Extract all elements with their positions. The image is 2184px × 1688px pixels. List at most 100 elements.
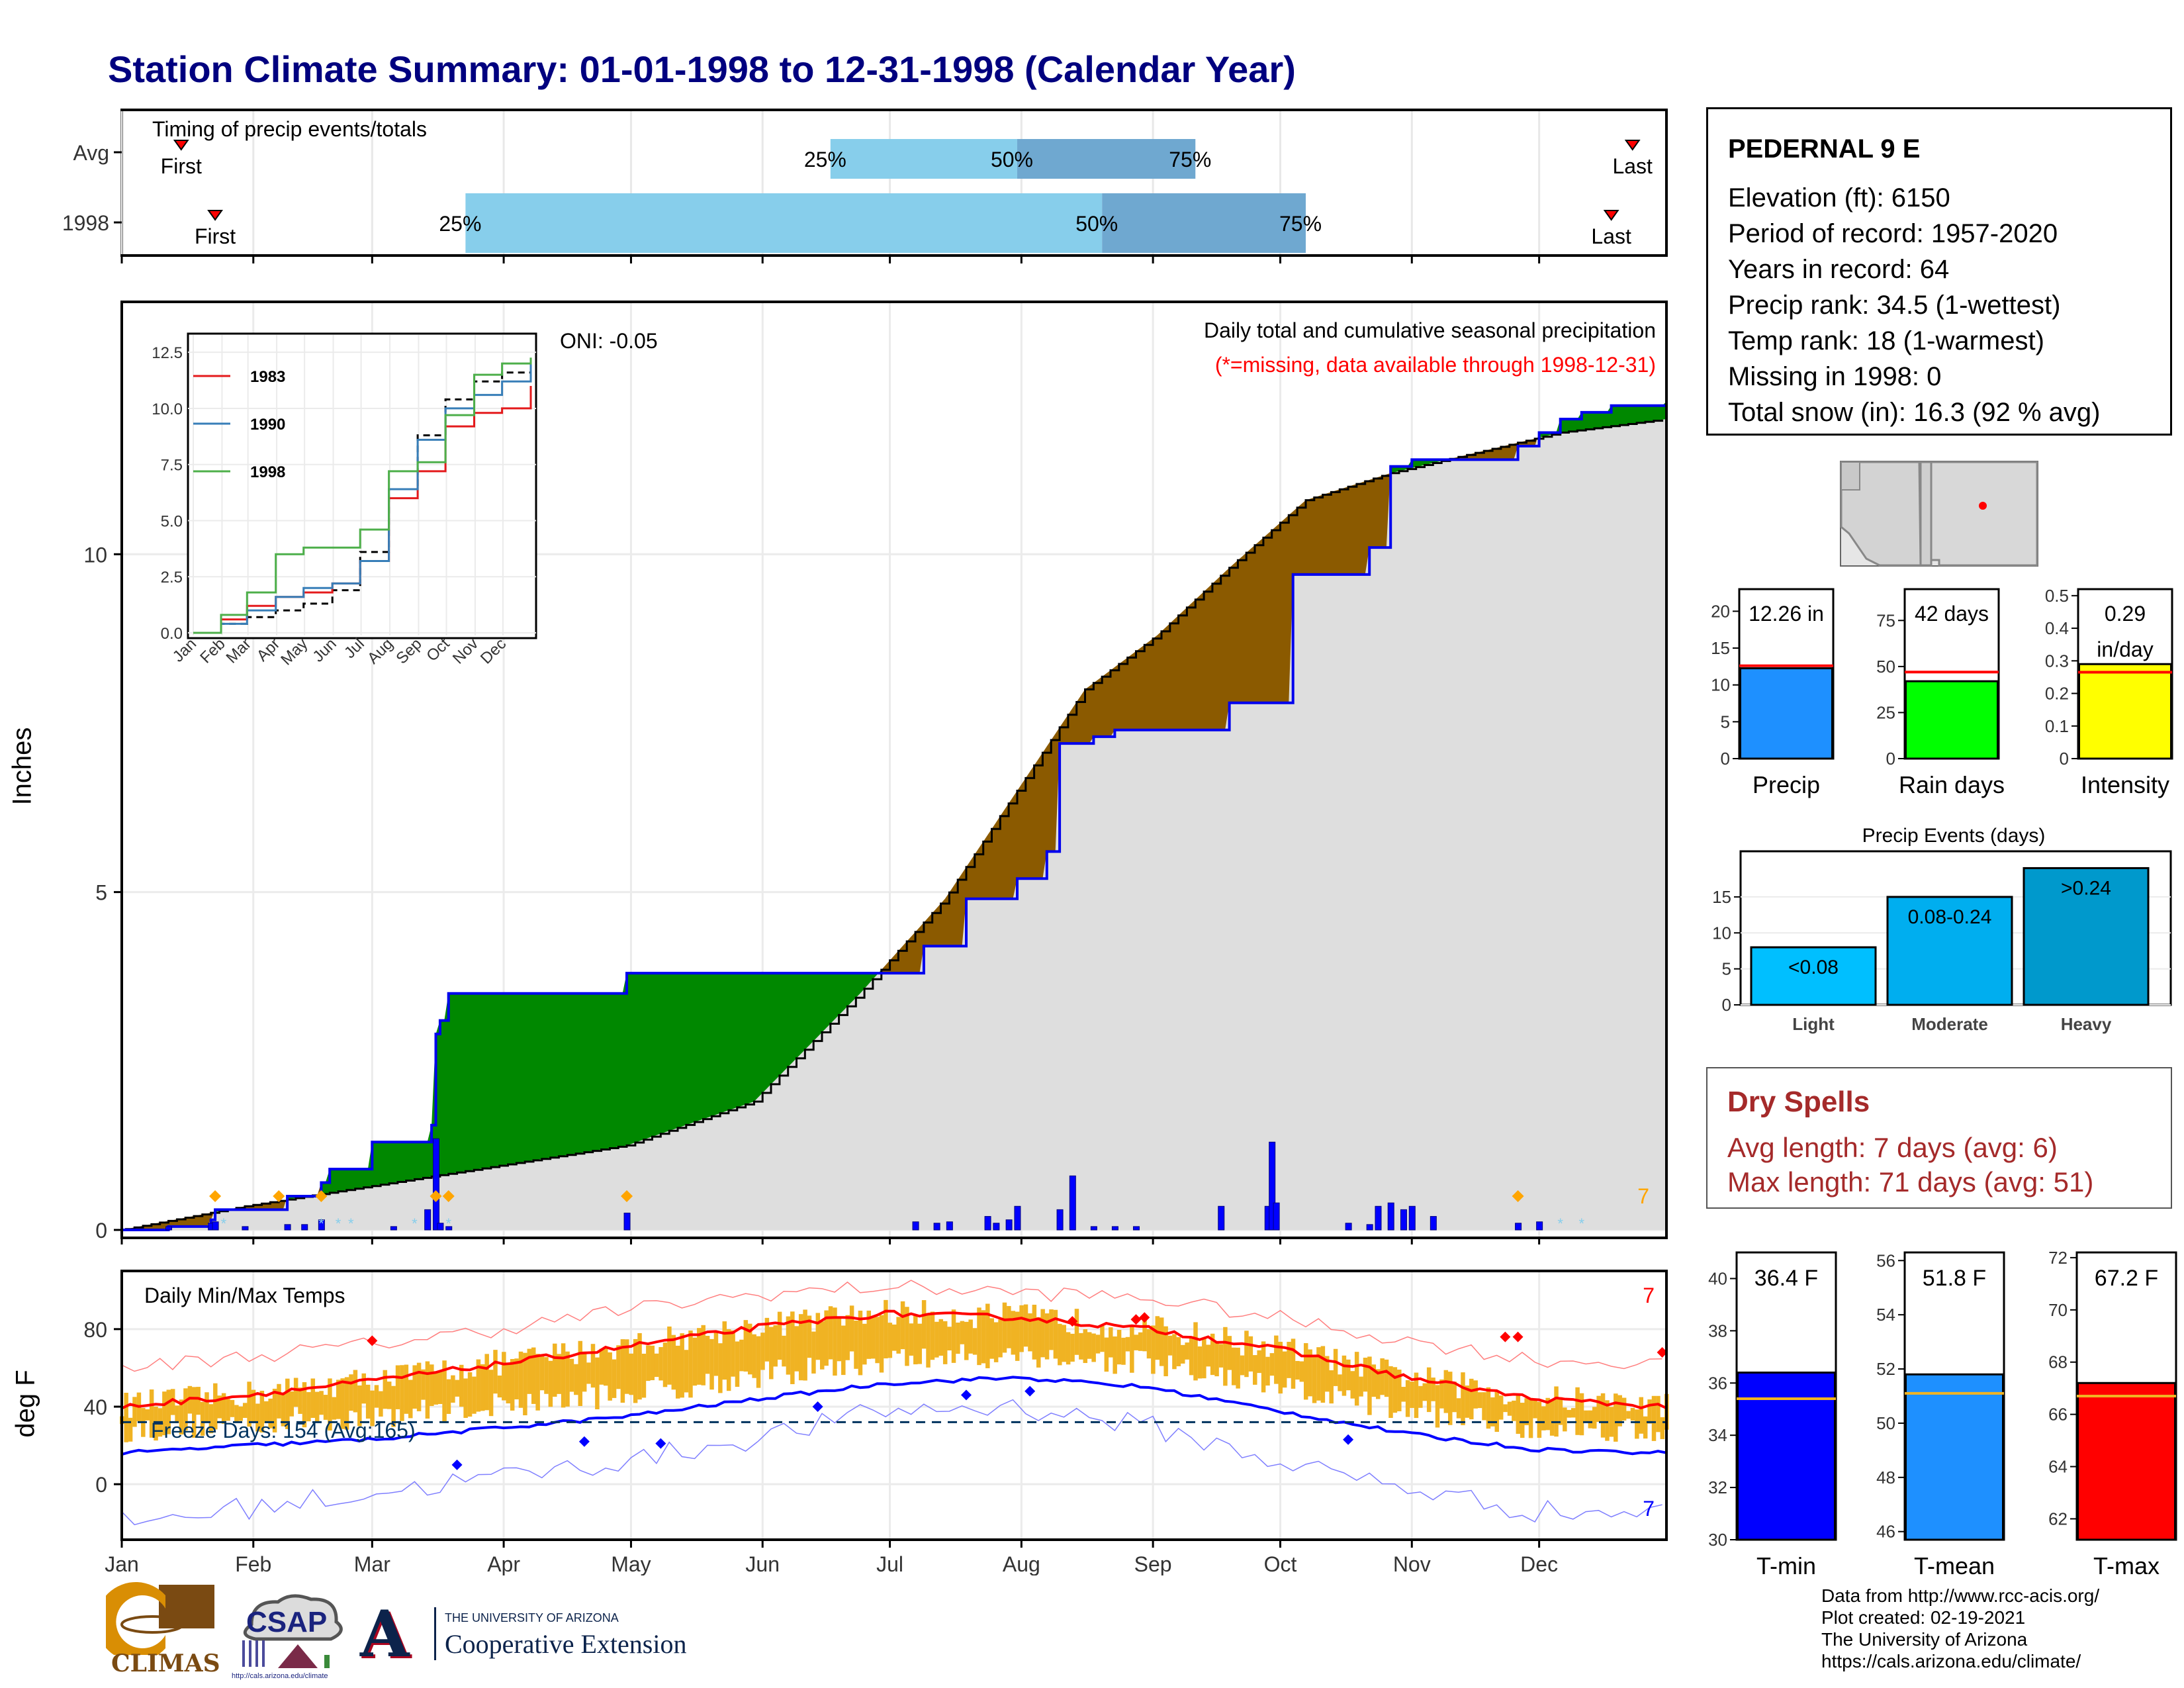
daily-temp-bar [1299, 1361, 1304, 1382]
daily-temp-bar [1541, 1406, 1546, 1430]
daily-precip-bar [1090, 1226, 1097, 1231]
month-label: Oct [1264, 1552, 1297, 1575]
inset-line-1998 [193, 357, 532, 634]
month-label: Dec [1520, 1552, 1558, 1575]
daily-temp-bar [756, 1336, 761, 1388]
summary-ytick-label: 25 [1876, 702, 1895, 722]
summary-ytick-label: 0 [1721, 749, 1730, 769]
daily-temp-bar [930, 1311, 935, 1360]
daily-precip-bar [301, 1224, 308, 1231]
daily-temp-bar [819, 1321, 825, 1370]
summary-ytick-label: 75 [1876, 610, 1895, 630]
daily-temp-bar [1545, 1397, 1550, 1430]
snow-diamond-marker [273, 1190, 285, 1202]
daily-temp-bar [374, 1385, 379, 1408]
daily-temp-bar [1498, 1395, 1504, 1420]
snow-asterisk-marker: * [348, 1215, 354, 1232]
daily-temp-bar [187, 1385, 193, 1414]
daily-temp-bar [713, 1331, 719, 1376]
record-low-marker [961, 1389, 972, 1401]
record-low-marker [812, 1401, 823, 1412]
daily-temp-bar [400, 1365, 404, 1421]
daily-temp-bar [510, 1358, 515, 1411]
daily-temp-bar [124, 1393, 128, 1442]
daily-temp-bar [488, 1370, 494, 1417]
daily-temp-bar [735, 1341, 740, 1387]
daily-precip-bar [284, 1224, 291, 1231]
tempbar-category-label: T-mean [1914, 1552, 1995, 1579]
daily-temp-bar [387, 1382, 392, 1409]
daily-temp-bar [1066, 1332, 1071, 1365]
daily-precip-bar [1375, 1205, 1382, 1231]
summary-ytick-label: 0 [2060, 749, 2069, 769]
daily-precip-bar [212, 1221, 219, 1231]
daily-temp-bar [731, 1330, 735, 1377]
daily-temp-bar [544, 1357, 549, 1394]
daily-temp-bar [226, 1399, 230, 1421]
below-average-area [228, 1196, 288, 1210]
daily-temp-bar [162, 1391, 167, 1436]
above-average-area [1539, 401, 1666, 438]
daily-precip-bar [1400, 1209, 1407, 1231]
daily-temp-bar [1354, 1352, 1359, 1406]
daily-temp-bar [620, 1339, 625, 1403]
temp-title: Daily Min/Max Temps [144, 1284, 345, 1307]
ua-logo-top: THE UNIVERSITY OF ARIZONA [445, 1611, 619, 1624]
daily-temp-bar [574, 1364, 578, 1395]
daily-precip-bar [1069, 1175, 1076, 1231]
daily-precip-bar [437, 1223, 444, 1231]
location-map [1840, 461, 2038, 567]
daily-precip-bar [1408, 1205, 1416, 1231]
daily-precip-bar [165, 1226, 173, 1231]
daily-temp-bar [1426, 1367, 1432, 1413]
inset-ytick-label: 10.0 [152, 400, 183, 418]
daily-temp-bar [1244, 1331, 1249, 1378]
daily-precip-bar [993, 1223, 1000, 1231]
daily-temp-bar [1269, 1353, 1275, 1376]
daily-temp-bar [523, 1352, 527, 1416]
station-precip-rank: Precip rank: 34.5 (1-wettest) [1728, 291, 2061, 320]
tempbar-ytick-label: 32 [1708, 1477, 1727, 1497]
daily-temp-bar [1253, 1355, 1257, 1385]
daily-temp-bar [259, 1390, 265, 1432]
daily-temp-bar [1028, 1313, 1032, 1352]
daily-temp-bar [293, 1378, 298, 1407]
daily-temp-bar [1083, 1329, 1088, 1364]
daily-temp-bar [1002, 1302, 1007, 1353]
summary-ytick-label: 10 [1711, 675, 1730, 695]
daily-temp-bar [221, 1393, 226, 1424]
daily-temp-bar [484, 1354, 489, 1411]
daily-temp-bar [1528, 1397, 1533, 1438]
snow-asterisk-marker: * [318, 1215, 324, 1232]
daily-temp-bar [455, 1380, 460, 1397]
daily-temp-bar [1214, 1342, 1219, 1377]
daily-temp-bar [1074, 1309, 1079, 1355]
daily-temp-bar [675, 1345, 680, 1399]
daily-temp-bar [790, 1311, 795, 1384]
daily-temp-bar [981, 1310, 986, 1364]
daily-temp-bar [251, 1389, 256, 1423]
tempbar-ytick-label: 68 [2048, 1352, 2068, 1372]
daily-temp-bar [1533, 1400, 1537, 1419]
daily-temp-bar [858, 1310, 863, 1376]
daily-temp-bar [365, 1384, 371, 1419]
credit-created: Plot created: 02-19-2021 [1821, 1607, 2026, 1628]
summary-ytick-label: 0 [1886, 749, 1895, 769]
tempbar-ytick-label: 70 [2048, 1300, 2068, 1320]
daily-temp-bar [1558, 1397, 1563, 1425]
daily-temp-bar [230, 1399, 235, 1417]
month-label: Jan [105, 1552, 139, 1575]
daily-temp-bar [1155, 1316, 1160, 1360]
daily-temp-bar [217, 1395, 222, 1419]
daily-temp-bar [1380, 1358, 1385, 1395]
daily-temp-bar [1414, 1372, 1419, 1419]
credit-url: https://cals.arizona.edu/climate/ [1821, 1651, 2081, 1671]
daily-temp-bar [1278, 1341, 1283, 1394]
credit-university: The University of Arizona [1821, 1629, 2028, 1650]
summary-ytick-label: 0.1 [2045, 716, 2069, 736]
precip-ylabel: Inches [7, 727, 37, 806]
precip-events-chart: Precip Events (days) 0 5 10 15 <0.08 Light 0.0… [1712, 825, 2172, 1034]
daily-temp-bar [1257, 1350, 1261, 1374]
daily-precip-bar [445, 1226, 453, 1231]
